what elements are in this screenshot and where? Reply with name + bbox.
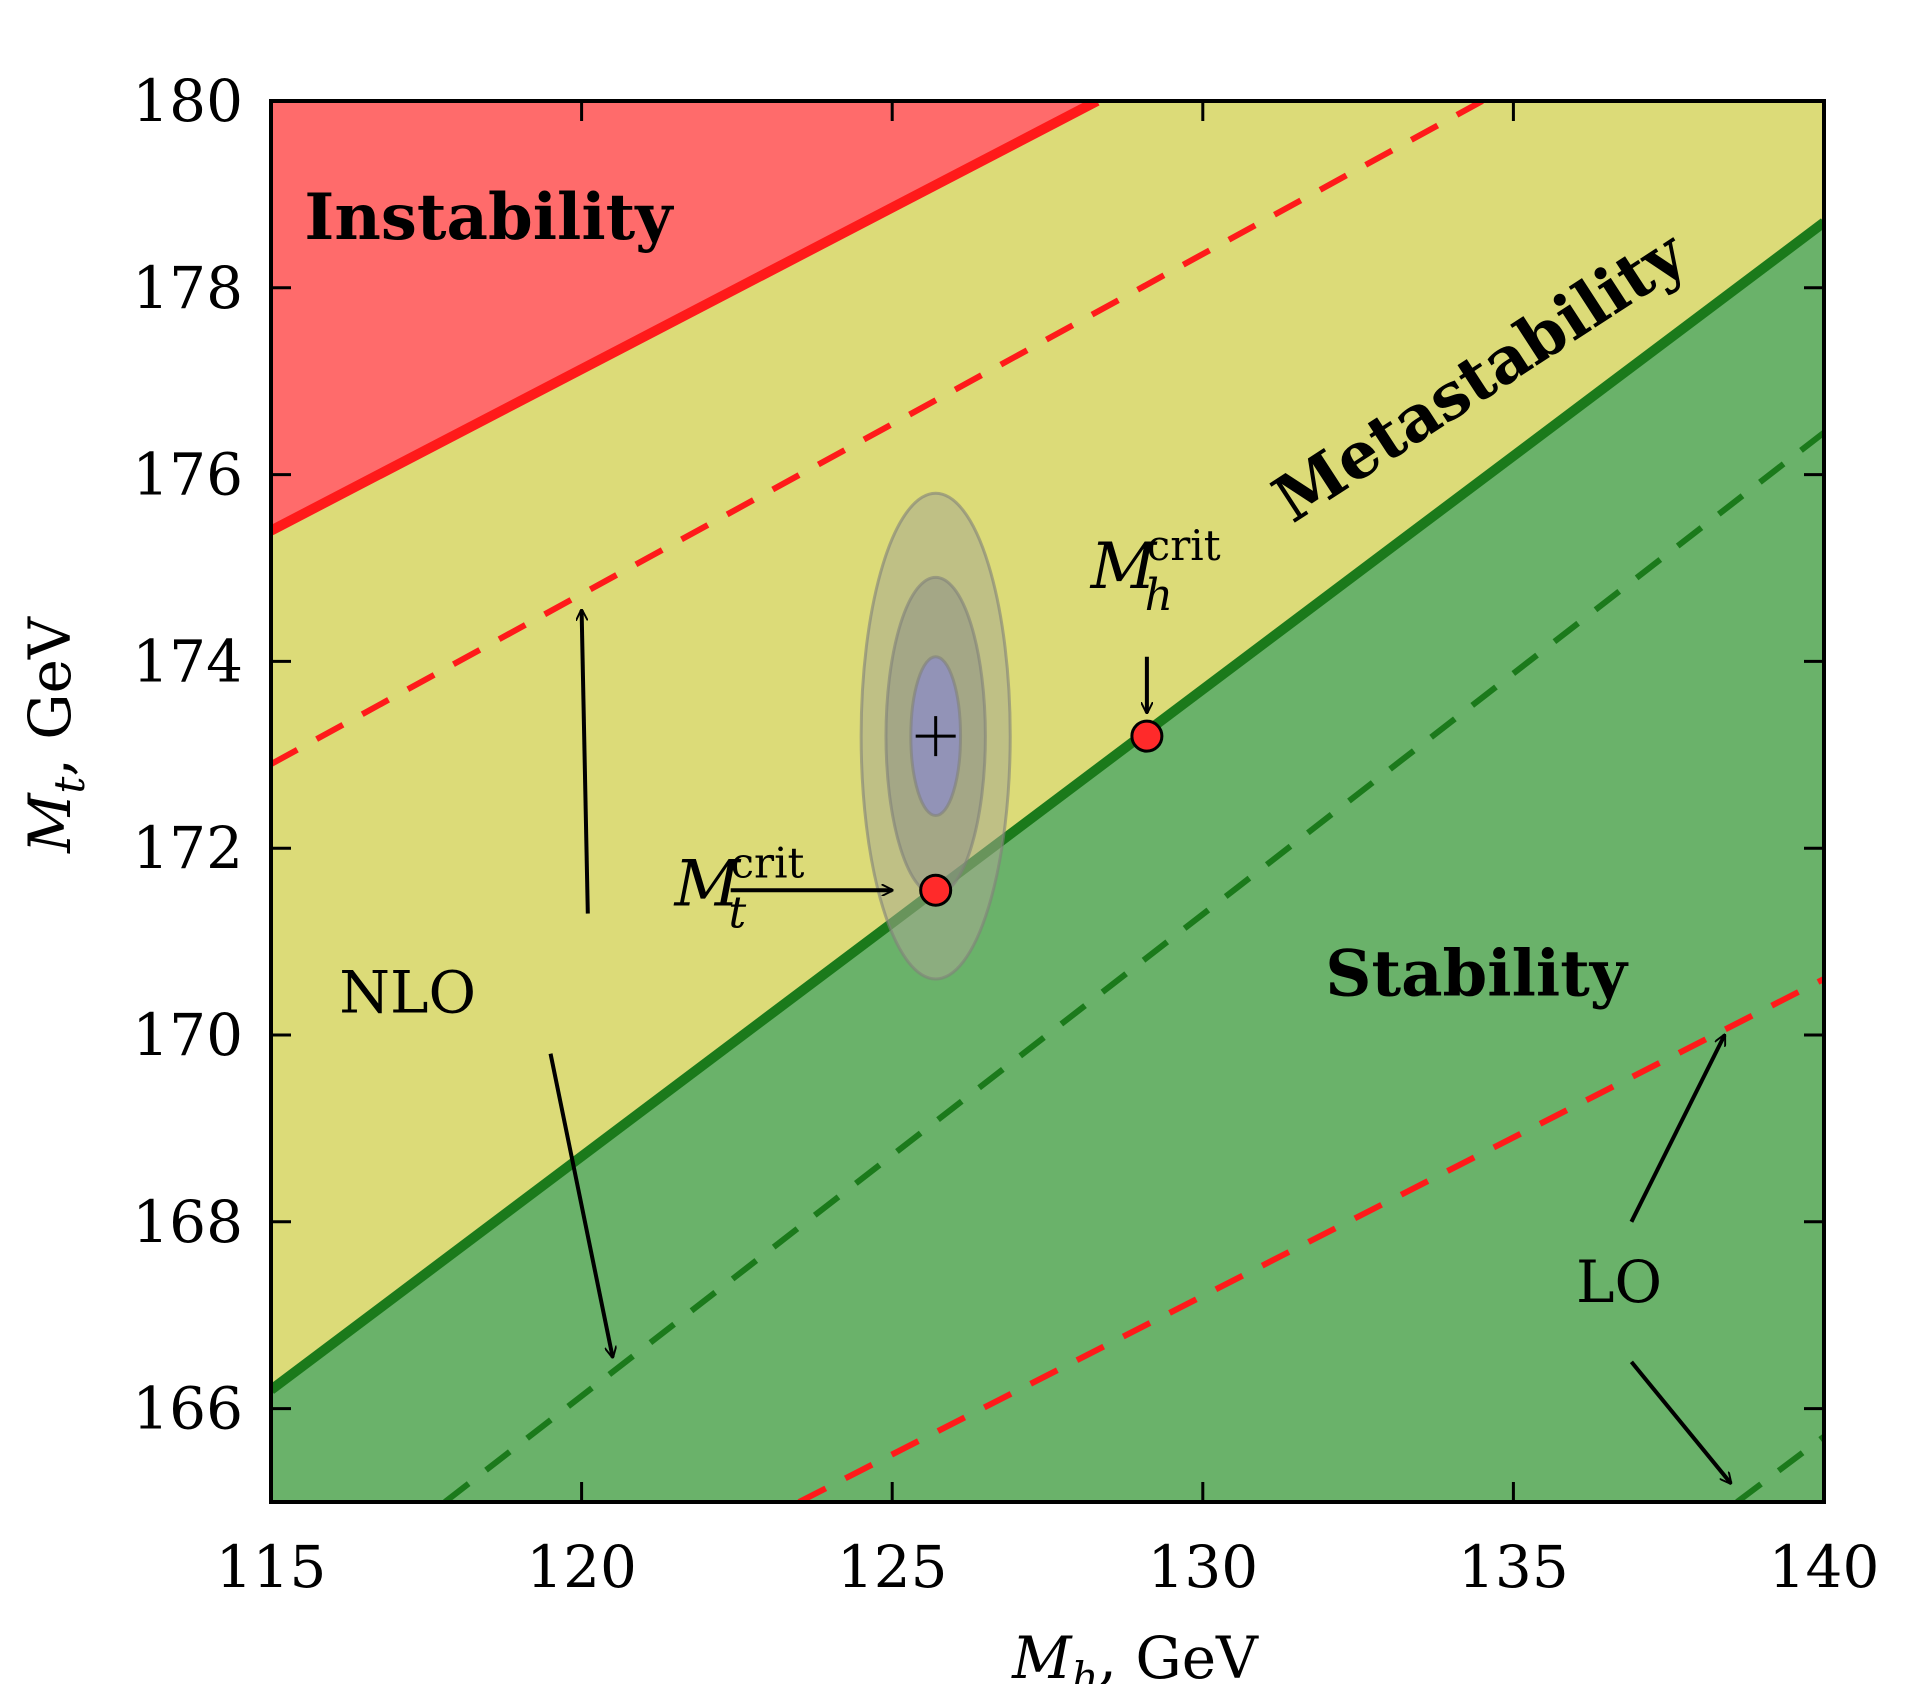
plot-area [271, 101, 1824, 1502]
arrow-lo-up [1629, 1035, 1727, 1223]
mh-crit-subscript: h [1145, 570, 1173, 621]
x-tick-label: 135 [1458, 1533, 1569, 1601]
mh-crit-label: M crit h [1090, 521, 1221, 621]
instability-lo-line [797, 976, 1824, 1502]
x-tick-label: 130 [1147, 1533, 1258, 1601]
arrow-lo-down [1629, 1360, 1730, 1483]
y-tick-label: 166 [132, 1375, 243, 1443]
stability-lo-line [1735, 1434, 1824, 1502]
x-tick-label: 125 [837, 1533, 948, 1601]
arrow-nlo-up [582, 610, 590, 914]
lo-label: LO [1576, 1248, 1662, 1316]
stability-label: Stability [1325, 936, 1629, 1011]
y-tick-label: 176 [132, 441, 243, 509]
mh-crit-point [1130, 719, 1164, 753]
x-tick-label: 140 [1769, 1533, 1880, 1601]
x-axis: 115 120 125 130 135 140 [216, 101, 1880, 1601]
mt-crit-superscript: crit [730, 839, 804, 888]
metastability-region [271, 101, 1824, 1390]
y-axis-title: Mt, GeV [16, 616, 94, 854]
mt-crit-label: M crit t [673, 839, 804, 939]
x-tick-label: 115 [216, 1533, 327, 1601]
y-tick-label: 172 [132, 814, 243, 882]
y-tick-label: 178 [132, 254, 243, 322]
series-lines [271, 101, 1824, 1502]
y-axis: 166 168 170 172 174 176 178 180 [132, 67, 1824, 1443]
instability-nlo-line [271, 101, 1484, 767]
x-tick-label: 120 [526, 1533, 637, 1601]
mh-crit-symbol: M [1090, 530, 1158, 604]
stability-region [271, 222, 1824, 1502]
x-axis-title: Mh, GeV [1011, 1624, 1259, 1684]
instability-label: Instability [304, 180, 674, 255]
plot-frame [269, 99, 1826, 1504]
mt-crit-subscript: t [728, 888, 746, 939]
mh-crit-superscript: crit [1147, 521, 1221, 570]
y-tick-label: 174 [132, 627, 243, 695]
stability-boundary-line [271, 218, 1824, 1394]
mt-crit-point [919, 873, 953, 907]
critical-points [919, 719, 1164, 907]
y-tick-label: 180 [132, 67, 243, 135]
instability-boundary-line [271, 101, 1100, 536]
nlo-label: NLO [339, 959, 476, 1027]
mt-crit-symbol: M [673, 848, 741, 922]
y-tick-label: 168 [132, 1188, 243, 1256]
arrow-nlo-down [548, 1053, 613, 1358]
y-tick-label: 170 [132, 1001, 243, 1069]
confidence-ellipses [859, 491, 1012, 981]
annotation-arrows [548, 610, 1731, 1483]
